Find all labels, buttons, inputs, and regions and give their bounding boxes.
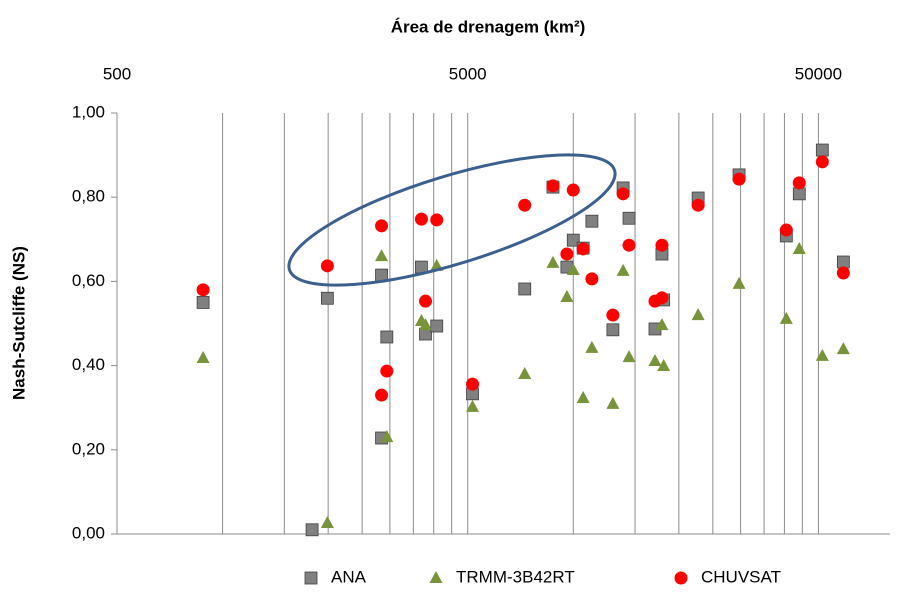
triangle-marker	[836, 342, 850, 355]
triangle-marker	[560, 289, 574, 302]
circle-marker	[430, 213, 444, 227]
y-tick-label: 0,00	[72, 523, 105, 542]
circle-marker	[732, 172, 746, 186]
circle-marker	[414, 212, 428, 226]
highlight-ellipse	[287, 153, 617, 287]
square-marker	[606, 323, 620, 337]
triangle-marker	[732, 276, 746, 289]
circle-marker	[375, 219, 389, 233]
triangle-marker	[606, 396, 620, 409]
circle-marker	[691, 198, 705, 212]
triangle-marker	[429, 571, 443, 583]
triangle-marker	[576, 391, 590, 404]
y-tick-label: 0,20	[72, 439, 105, 458]
circle-marker	[196, 283, 210, 297]
y-axis-title: Nash-Sutcliffe (NS)	[9, 246, 28, 400]
circle-marker	[779, 223, 793, 237]
circle-marker	[622, 238, 636, 252]
legend: ANA TRMM-3B42RT CHUVSAT	[304, 567, 781, 586]
circle-marker	[576, 242, 590, 256]
x-tick-label: 500	[103, 64, 131, 83]
circle-marker	[419, 294, 433, 308]
circle-marker	[606, 308, 620, 322]
circle-marker	[566, 183, 580, 197]
square-marker	[415, 260, 428, 274]
triangle-marker	[616, 263, 630, 276]
triangle-marker	[466, 399, 480, 412]
triangle-marker	[657, 359, 671, 372]
triangle-marker	[792, 241, 806, 254]
triangle-marker	[380, 430, 394, 443]
square-marker	[836, 255, 850, 269]
circle-marker	[836, 266, 850, 280]
square-marker	[380, 330, 394, 344]
y-tick-label: 1,00	[72, 102, 105, 121]
triangle-marker	[518, 367, 532, 380]
square-marker	[304, 571, 318, 585]
triangle-marker	[815, 348, 829, 361]
triangle-marker	[779, 311, 793, 324]
triangle-marker	[691, 308, 705, 321]
circle-marker	[375, 388, 389, 402]
y-tick-label: 0,60	[72, 271, 105, 290]
legend-label: CHUVSAT	[701, 567, 781, 586]
circle-marker	[655, 238, 669, 252]
legend-label: ANA	[331, 567, 367, 586]
square-marker	[430, 319, 444, 333]
circle-marker	[815, 155, 829, 169]
circle-marker	[674, 571, 688, 585]
square-marker	[815, 143, 829, 157]
legend-label: TRMM-3B42RT	[456, 567, 575, 586]
triangle-marker	[419, 318, 433, 331]
square-marker	[320, 291, 334, 305]
square-marker	[585, 214, 599, 228]
x-axis-title: Área de drenagem (km²)	[391, 17, 586, 36]
square-marker	[566, 233, 580, 247]
square-marker	[518, 282, 532, 296]
y-tick-label: 0,80	[72, 187, 105, 206]
square-marker	[792, 187, 806, 201]
triangle-marker	[320, 516, 334, 529]
circle-marker	[616, 187, 630, 201]
circle-marker	[585, 272, 599, 286]
circle-marker	[560, 247, 574, 261]
triangle-marker	[585, 340, 599, 353]
x-tick-label: 5000	[449, 64, 487, 83]
triangle-marker	[196, 351, 210, 364]
circle-marker	[792, 176, 806, 190]
square-marker	[375, 268, 388, 282]
circle-marker	[546, 179, 560, 193]
circle-marker	[320, 259, 334, 273]
triangle-marker	[622, 350, 636, 363]
circle-marker	[518, 198, 532, 212]
circle-marker	[466, 377, 480, 391]
triangle-marker	[648, 353, 662, 366]
x-tick-label: 50000	[795, 64, 842, 83]
square-marker	[305, 523, 319, 537]
triangle-marker	[546, 255, 560, 268]
triangle-marker	[375, 249, 389, 262]
y-tick-label: 0,40	[72, 355, 105, 374]
square-marker	[196, 296, 210, 309]
circle-marker	[655, 291, 669, 305]
circle-marker	[380, 364, 394, 378]
plot-area: 500 5000 50000 0,00 0,20 0,40 0,60 0,80 1,00	[72, 64, 890, 542]
square-marker	[622, 211, 636, 225]
triangle-marker	[566, 263, 580, 276]
triangle-marker	[655, 318, 669, 331]
